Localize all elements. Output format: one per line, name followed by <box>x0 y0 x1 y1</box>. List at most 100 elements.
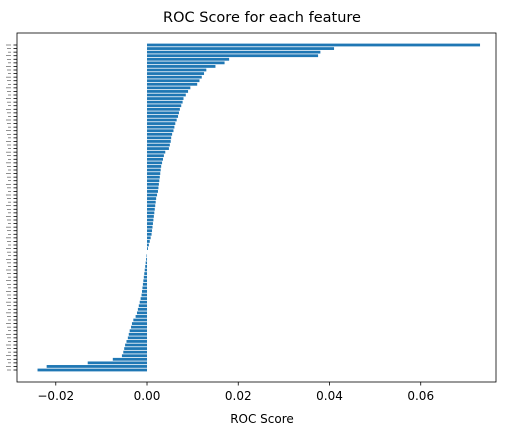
bar <box>147 247 148 250</box>
bar <box>147 218 154 222</box>
bar <box>147 193 158 197</box>
x-tick-label: 0.02 <box>225 389 252 403</box>
bar <box>147 182 159 186</box>
bar <box>147 118 177 122</box>
bar <box>147 140 171 143</box>
bar <box>138 304 148 308</box>
bar <box>147 225 153 229</box>
bar <box>147 190 158 193</box>
bar <box>147 125 175 129</box>
bar <box>147 229 153 233</box>
bar <box>147 175 160 179</box>
bar <box>147 90 189 93</box>
bar <box>145 261 148 265</box>
bar <box>144 272 148 275</box>
bar <box>145 265 148 268</box>
bar <box>127 336 148 340</box>
bar <box>147 68 207 72</box>
bar <box>147 47 335 50</box>
bar <box>147 186 159 190</box>
bar <box>147 111 179 115</box>
bar <box>147 240 150 243</box>
bar <box>46 365 148 368</box>
x-axis-label: ROC Score <box>230 412 294 426</box>
bar <box>147 200 156 204</box>
bar <box>147 72 205 75</box>
bar <box>129 329 148 333</box>
bar <box>128 332 148 336</box>
bar <box>141 290 148 293</box>
bar <box>121 354 148 358</box>
bar <box>147 97 184 100</box>
bar <box>147 172 161 175</box>
bar <box>147 232 152 236</box>
bar <box>147 222 153 225</box>
bar <box>147 147 169 150</box>
bar <box>147 211 155 215</box>
bar <box>142 282 148 286</box>
bar <box>147 215 154 218</box>
bar <box>147 65 216 68</box>
bar <box>139 300 148 304</box>
bar <box>147 204 156 208</box>
bar <box>125 343 148 347</box>
bar <box>112 357 148 361</box>
bar <box>147 236 151 240</box>
bar <box>147 54 319 58</box>
bar <box>123 350 148 354</box>
bar <box>147 75 202 79</box>
bar <box>37 368 148 372</box>
bar <box>147 107 180 111</box>
bar <box>131 325 148 329</box>
bar <box>147 161 163 165</box>
bar <box>147 61 225 65</box>
x-tick-label: 0.06 <box>407 389 434 403</box>
bar <box>146 257 148 261</box>
bars-group <box>37 43 481 372</box>
y-ticks-group <box>6 44 17 371</box>
bar <box>142 286 148 290</box>
x-ticks-group: −0.02 0.00 0.02 0.04 0.06 <box>37 382 434 403</box>
bar <box>147 154 164 158</box>
bar <box>147 122 176 125</box>
bar <box>147 82 198 86</box>
bar <box>147 57 230 61</box>
bar <box>133 318 148 322</box>
bar <box>147 165 162 168</box>
bar <box>124 347 148 350</box>
bar <box>143 275 148 279</box>
bar <box>147 86 191 90</box>
bar <box>147 79 200 83</box>
x-tick-label: 0.04 <box>316 389 343 403</box>
bar <box>131 322 148 325</box>
bar <box>147 150 166 154</box>
bar <box>143 279 148 283</box>
bar <box>147 129 174 133</box>
bar <box>147 132 173 136</box>
plot-frame <box>16 32 497 383</box>
chart-title: ROC Score for each feature <box>163 10 361 26</box>
bar <box>147 115 179 118</box>
x-tick-label: 0.00 <box>134 389 161 403</box>
bar <box>147 104 182 108</box>
bar <box>140 297 148 300</box>
bar <box>126 340 148 343</box>
bar <box>147 207 155 211</box>
bar <box>141 293 148 297</box>
bar <box>147 157 163 161</box>
bar <box>87 361 148 365</box>
bar <box>147 168 161 172</box>
bar <box>136 311 148 315</box>
bar <box>137 307 148 311</box>
bar <box>147 179 160 183</box>
bar <box>147 50 321 54</box>
bar <box>147 136 172 140</box>
bar <box>147 143 170 147</box>
bar <box>147 43 481 47</box>
bar <box>147 243 149 247</box>
bar <box>144 268 148 272</box>
bar <box>147 93 186 97</box>
bar <box>135 315 148 318</box>
bar <box>147 100 183 104</box>
